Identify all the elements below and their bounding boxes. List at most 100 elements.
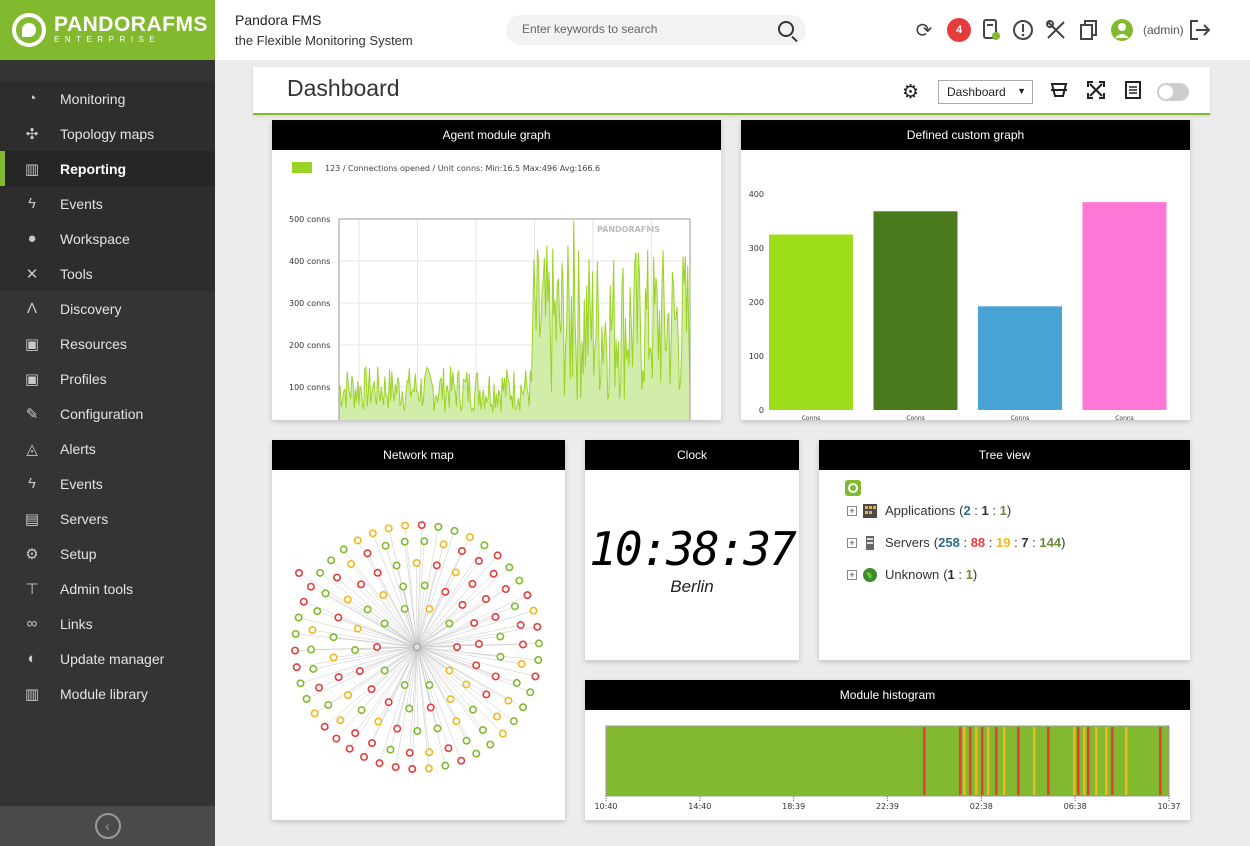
bar[interactable] bbox=[769, 234, 853, 411]
network-node[interactable] bbox=[509, 717, 518, 726]
network-node[interactable] bbox=[425, 681, 434, 690]
network-center-node[interactable] bbox=[413, 643, 421, 651]
network-node[interactable] bbox=[384, 698, 393, 707]
network-node[interactable] bbox=[373, 643, 382, 652]
gear-icon[interactable]: ⚙ bbox=[902, 82, 920, 103]
search-input[interactable] bbox=[522, 22, 762, 36]
notifications-badge[interactable]: 4 bbox=[947, 18, 971, 42]
copy-icon[interactable] bbox=[1077, 18, 1101, 42]
tree-row-applications[interactable]: + Applications (2 : 1 : 1) bbox=[847, 503, 1011, 518]
network-node[interactable] bbox=[482, 690, 491, 699]
network-node[interactable] bbox=[355, 667, 364, 676]
network-node[interactable] bbox=[474, 556, 483, 565]
network-node[interactable] bbox=[379, 590, 388, 599]
network-node[interactable] bbox=[510, 602, 519, 611]
network-node[interactable] bbox=[306, 582, 315, 591]
network-node[interactable] bbox=[441, 761, 450, 770]
sidebar-item-resources[interactable]: ▣ Resources bbox=[0, 326, 215, 361]
network-node[interactable] bbox=[351, 729, 360, 738]
network-node[interactable] bbox=[386, 745, 395, 754]
bar[interactable] bbox=[873, 211, 958, 410]
network-node[interactable] bbox=[445, 666, 454, 675]
expand-icon[interactable]: + bbox=[847, 537, 857, 548]
network-node[interactable] bbox=[496, 632, 505, 641]
network-node[interactable] bbox=[501, 585, 510, 594]
network-node[interactable] bbox=[353, 624, 362, 633]
network-node[interactable] bbox=[324, 700, 333, 709]
network-node[interactable] bbox=[327, 556, 336, 565]
network-node[interactable] bbox=[363, 605, 372, 614]
network-node[interactable] bbox=[329, 653, 338, 662]
network-node[interactable] bbox=[529, 606, 538, 615]
network-node[interactable] bbox=[412, 559, 421, 568]
network-node[interactable] bbox=[462, 680, 471, 689]
network-node[interactable] bbox=[533, 622, 542, 631]
network-node[interactable] bbox=[445, 619, 454, 628]
network-node[interactable] bbox=[384, 524, 393, 533]
network-node[interactable] bbox=[353, 536, 362, 545]
alert-icon[interactable] bbox=[1011, 18, 1035, 42]
network-node[interactable] bbox=[347, 559, 356, 568]
network-node[interactable] bbox=[393, 724, 402, 733]
network-node[interactable] bbox=[309, 664, 318, 673]
network-node[interactable] bbox=[517, 659, 526, 668]
sidebar-item-configuration[interactable]: ✎ Configuration bbox=[0, 396, 215, 431]
network-node[interactable] bbox=[515, 576, 524, 585]
network-node[interactable] bbox=[344, 691, 353, 700]
fullscreen-icon[interactable] bbox=[1085, 81, 1107, 104]
network-node[interactable] bbox=[357, 580, 366, 589]
network-node[interactable] bbox=[351, 646, 360, 655]
sidebar-item-links[interactable]: ∞ Links bbox=[0, 606, 215, 641]
network-node[interactable] bbox=[452, 717, 461, 726]
tools-icon[interactable] bbox=[1044, 18, 1068, 42]
network-node[interactable] bbox=[468, 579, 477, 588]
bar[interactable] bbox=[978, 306, 1062, 410]
network-node[interactable] bbox=[367, 685, 376, 694]
network-node[interactable] bbox=[457, 547, 466, 556]
network-node[interactable] bbox=[375, 759, 384, 768]
network-node[interactable] bbox=[360, 752, 369, 761]
sidebar-item-module-library[interactable]: ▥ Module library bbox=[0, 676, 215, 711]
network-node[interactable] bbox=[462, 736, 471, 745]
network-node[interactable] bbox=[491, 612, 500, 621]
network-node[interactable] bbox=[339, 545, 348, 554]
network-node[interactable] bbox=[373, 568, 382, 577]
network-node[interactable] bbox=[504, 696, 513, 705]
network-node[interactable] bbox=[446, 695, 455, 704]
network-node[interactable] bbox=[505, 563, 514, 572]
network-node[interactable] bbox=[345, 744, 354, 753]
network-node[interactable] bbox=[405, 748, 414, 757]
refresh-icon[interactable]: ⟳ bbox=[915, 19, 933, 42]
network-node[interactable] bbox=[400, 604, 409, 613]
network-node[interactable] bbox=[420, 537, 429, 546]
network-node[interactable] bbox=[368, 529, 377, 538]
network-node[interactable] bbox=[321, 589, 330, 598]
server-status-icon[interactable] bbox=[979, 18, 1003, 42]
network-node[interactable] bbox=[308, 626, 317, 635]
network-node[interactable] bbox=[519, 703, 528, 712]
network-node[interactable] bbox=[493, 551, 502, 560]
network-node[interactable] bbox=[458, 600, 467, 609]
sidebar-item-workspace[interactable]: ● Workspace bbox=[0, 221, 215, 256]
network-node[interactable] bbox=[534, 639, 543, 648]
sidebar-item-discovery[interactable]: Λ Discovery bbox=[0, 291, 215, 326]
network-node[interactable] bbox=[470, 618, 479, 627]
network-node[interactable] bbox=[489, 569, 498, 578]
network-node[interactable] bbox=[380, 619, 389, 628]
network-node[interactable] bbox=[336, 716, 345, 725]
network-node[interactable] bbox=[493, 712, 502, 721]
network-node[interactable] bbox=[296, 679, 305, 688]
sidebar-item-topology-maps[interactable]: ✣ Topology maps bbox=[0, 116, 215, 151]
network-node[interactable] bbox=[433, 724, 442, 733]
network-node[interactable] bbox=[291, 646, 300, 655]
bar[interactable] bbox=[1082, 202, 1167, 410]
network-node[interactable] bbox=[291, 629, 300, 638]
network-node[interactable] bbox=[380, 666, 389, 675]
sidebar-item-alerts[interactable]: ◬ Alerts bbox=[0, 431, 215, 466]
network-node[interactable] bbox=[400, 537, 409, 546]
network-node[interactable] bbox=[302, 694, 311, 703]
dashboard-select[interactable]: Dashboard bbox=[938, 80, 1033, 104]
tree-root-icon[interactable] bbox=[845, 480, 861, 496]
network-node[interactable] bbox=[392, 561, 401, 570]
expand-icon[interactable]: + bbox=[847, 505, 857, 516]
